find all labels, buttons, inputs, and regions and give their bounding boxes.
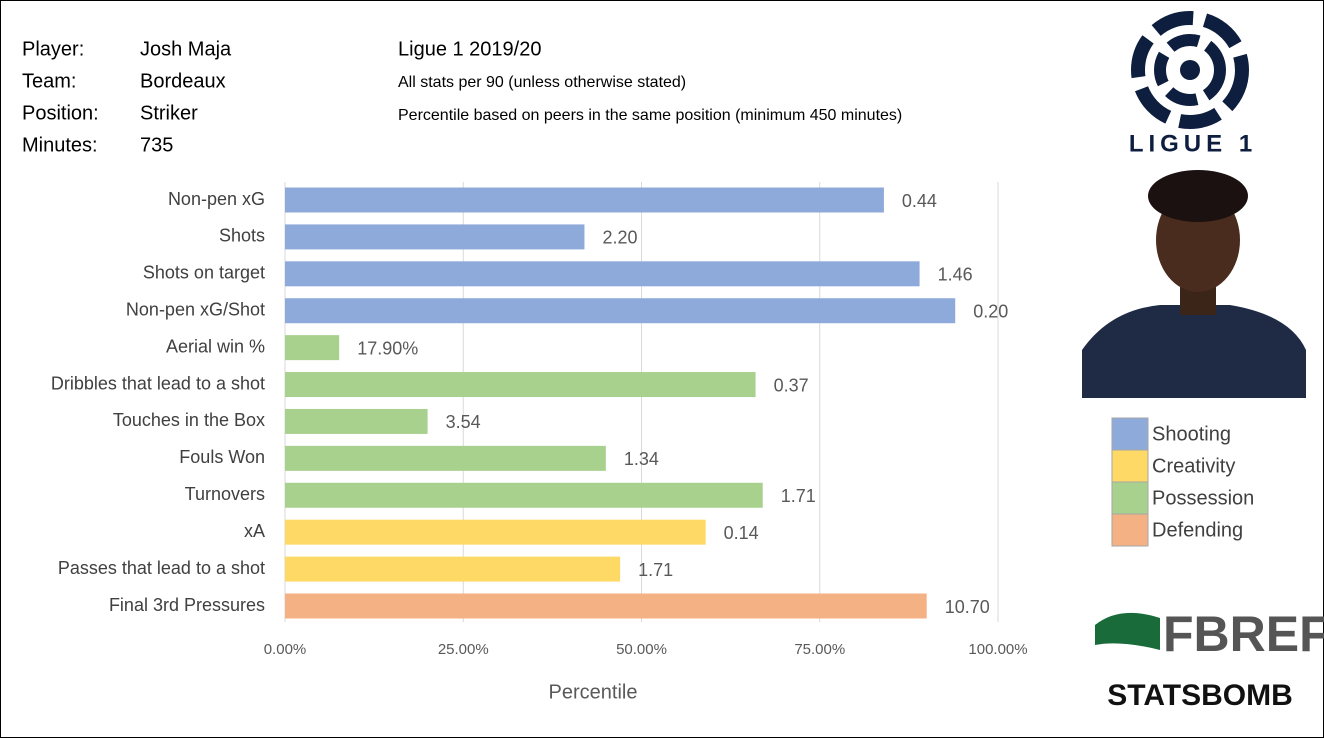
- bar: [285, 445, 606, 471]
- bar: [285, 519, 706, 545]
- field-value: Striker: [140, 102, 198, 124]
- value-label: 1.34: [624, 449, 659, 469]
- fbref-logo: FBREF: [1095, 606, 1324, 662]
- x-axis-title: Percentile: [549, 681, 638, 703]
- field-value: 735: [140, 134, 173, 156]
- bar: [285, 298, 956, 324]
- value-label: 10.70: [945, 597, 990, 617]
- bar: [285, 593, 927, 619]
- field-label: Team:: [22, 70, 76, 92]
- value-label: 3.54: [446, 412, 481, 432]
- ligue1-logo: LIGUE 1: [1129, 11, 1257, 157]
- legend-swatch: [1111, 449, 1149, 483]
- y-tick-label: Shots: [219, 226, 265, 246]
- value-label: 0.37: [774, 375, 809, 395]
- bar: [285, 372, 756, 398]
- y-tick-label: Touches in the Box: [113, 410, 265, 430]
- x-tick-label: 75.00%: [794, 641, 845, 658]
- y-tick-label: xA: [244, 521, 265, 541]
- legend-swatch: [1111, 417, 1149, 451]
- legend-label: Possession: [1152, 487, 1254, 509]
- logo-text: FBREF: [1163, 606, 1324, 662]
- field-label: Player:: [22, 38, 84, 60]
- value-label: 0.44: [902, 191, 937, 211]
- y-tick-label: Shots on target: [143, 263, 265, 283]
- legend-label: Shooting: [1152, 423, 1231, 445]
- y-tick-label: Aerial win %: [166, 336, 265, 356]
- y-tick-label: Fouls Won: [179, 447, 265, 467]
- value-label: 0.14: [724, 523, 759, 543]
- legend-swatch: [1111, 481, 1149, 515]
- field-value: Josh Maja: [140, 38, 232, 60]
- legend-swatch: [1111, 513, 1149, 547]
- legend-label: Defending: [1152, 519, 1243, 541]
- value-label: 2.20: [602, 228, 637, 248]
- y-tick-label: Dribbles that lead to a shot: [51, 373, 265, 393]
- y-tick-label: Passes that lead to a shot: [58, 558, 265, 578]
- x-tick-label: 0.00%: [264, 641, 307, 658]
- value-label: 1.71: [638, 560, 673, 580]
- note: Ligue 1 2019/20: [398, 38, 541, 60]
- bar: [285, 224, 585, 250]
- bar: [285, 408, 428, 434]
- field-label: Position:: [22, 102, 99, 124]
- bar: [285, 261, 920, 287]
- logo-text: LIGUE 1: [1129, 130, 1257, 157]
- bar: [285, 482, 763, 508]
- bar: [285, 187, 884, 213]
- legend-label: Creativity: [1152, 455, 1235, 477]
- y-tick-label: Non-pen xG: [168, 189, 265, 209]
- y-tick-label: Turnovers: [185, 484, 265, 504]
- value-label: 0.20: [973, 301, 1008, 321]
- player-photo: [1082, 170, 1306, 398]
- field-value: Bordeaux: [140, 70, 226, 92]
- x-tick-label: 25.00%: [438, 641, 489, 658]
- bar: [285, 556, 621, 582]
- y-tick-label: Non-pen xG/Shot: [126, 299, 265, 319]
- value-label: 17.90%: [357, 338, 418, 358]
- y-tick-label: Final 3rd Pressures: [109, 595, 265, 615]
- note: All stats per 90 (unless otherwise state…: [398, 74, 686, 91]
- field-label: Minutes:: [22, 134, 98, 156]
- x-tick-label: 50.00%: [616, 641, 667, 658]
- value-label: 1.71: [781, 486, 816, 506]
- x-tick-label: 100.00%: [968, 641, 1027, 658]
- logo-text: STATSBOMB: [1107, 679, 1293, 712]
- value-label: 1.46: [938, 265, 973, 285]
- bar: [285, 335, 340, 361]
- note: Percentile based on peers in the same po…: [398, 107, 902, 124]
